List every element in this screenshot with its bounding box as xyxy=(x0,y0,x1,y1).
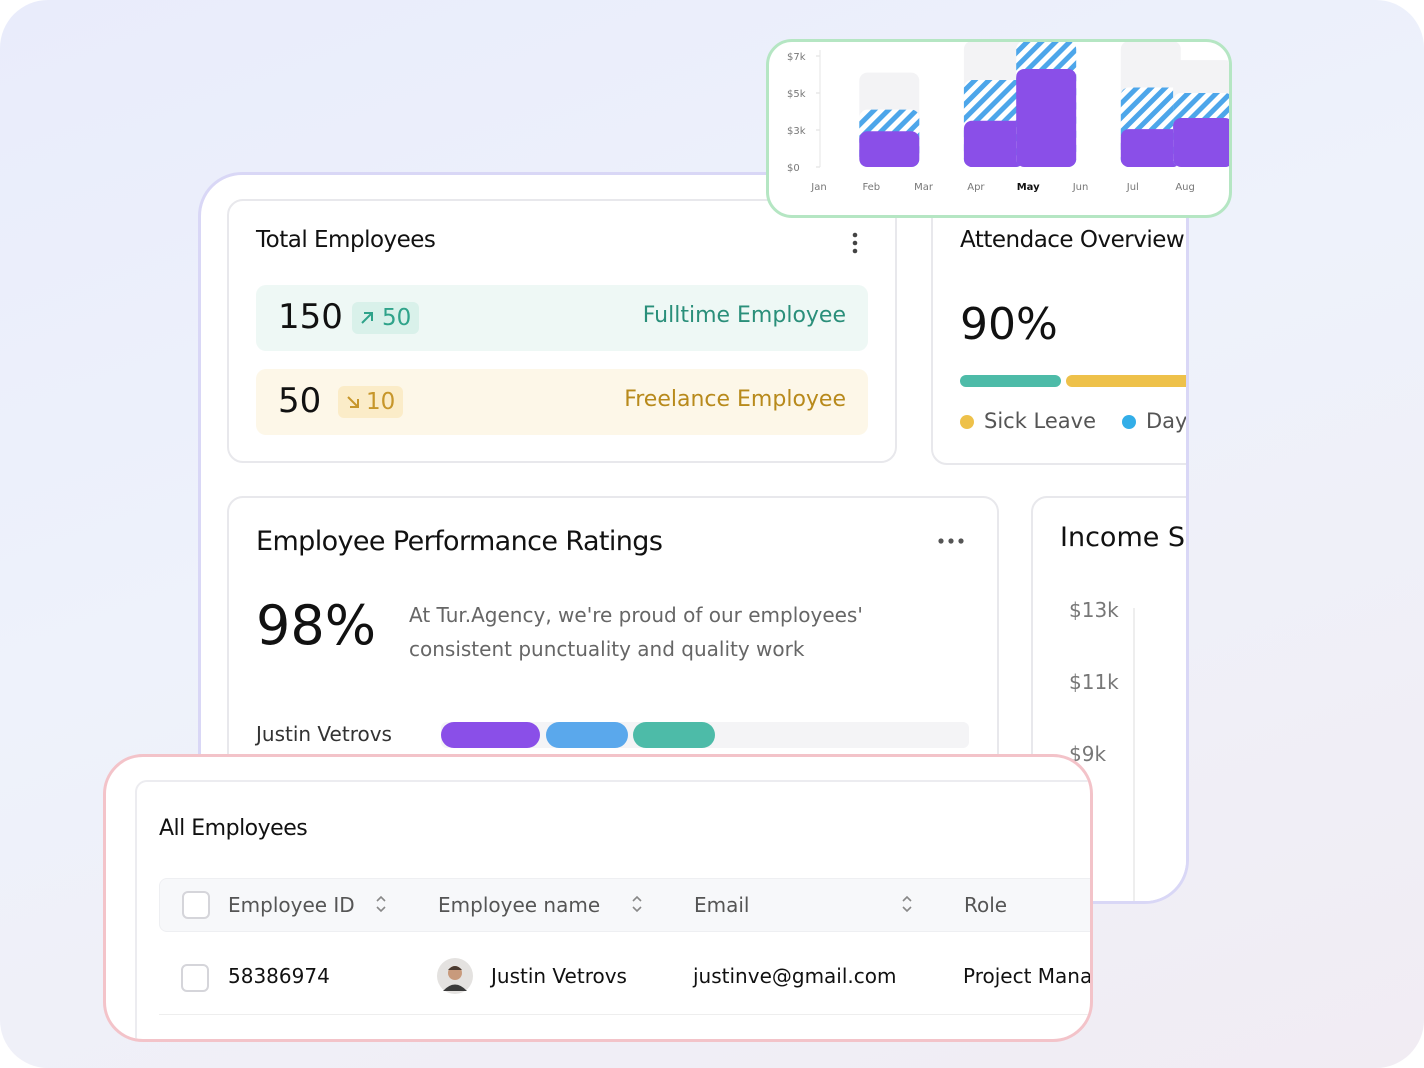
description-line: consistent punctuality and quality work xyxy=(409,637,805,661)
cell: Justin Vetrovs xyxy=(491,964,627,988)
fulltime-row: 150 50 Fulltime Employee xyxy=(256,285,868,351)
legend-item: Day xyxy=(1122,409,1188,433)
column-header[interactable]: Email xyxy=(694,893,750,917)
menu-icon[interactable] xyxy=(849,231,861,257)
bar-segment xyxy=(859,131,920,167)
y-tick-label: $7k xyxy=(787,52,806,63)
rating-value: 98% xyxy=(256,594,377,657)
card-title: Attendace Overview xyxy=(960,227,1185,253)
card-title: Employee Performance Ratings xyxy=(256,526,663,557)
progress-segment xyxy=(633,722,715,748)
legend-label: Sick Leave xyxy=(984,409,1097,433)
sort-icon[interactable] xyxy=(632,895,642,913)
legend-label: Day xyxy=(1146,409,1188,433)
legend-item: Sick Leave xyxy=(960,409,1096,433)
x-tick-label: Jan xyxy=(810,182,826,193)
y-tick-label: $11k xyxy=(1069,670,1119,694)
x-tick-label: Apr xyxy=(967,182,985,193)
bar-segment xyxy=(1016,68,1077,167)
count: 50 xyxy=(278,381,322,421)
description-line: At Tur.Agency, we're proud of our employ… xyxy=(409,603,863,627)
total-employees-card: Total Employees 150 50 Fulltime Employee… xyxy=(227,199,897,463)
card-title: All Employees xyxy=(159,816,308,841)
change-value: 50 xyxy=(382,305,412,331)
sort-icon[interactable] xyxy=(376,895,386,913)
progress-segment xyxy=(441,722,540,748)
bar-segment xyxy=(963,120,1024,167)
card-title: Income S xyxy=(1060,522,1186,553)
freelance-row: 50 10 Freelance Employee xyxy=(256,369,868,435)
change-value: 10 xyxy=(366,389,396,415)
employees-panel: All Employees Employee ID Employee name … xyxy=(103,754,1093,1042)
progress-segment xyxy=(1066,375,1186,387)
table-header: Employee ID Employee name Email Role xyxy=(159,878,1090,932)
bar-segment xyxy=(1173,117,1229,167)
y-tick-label: $5k xyxy=(787,89,806,100)
y-tick-label: $13k xyxy=(1069,598,1119,622)
cell: 58386974 xyxy=(228,964,330,988)
cell: justinve@gmail.com xyxy=(693,964,897,988)
sort-icon[interactable] xyxy=(902,895,912,913)
change-badge: 10 xyxy=(338,386,404,418)
progress-segment xyxy=(960,375,1061,387)
column-header[interactable]: Role xyxy=(964,893,1008,917)
cell: Project Mana xyxy=(963,964,1093,988)
x-tick-label: Aug xyxy=(1175,182,1195,193)
row-divider xyxy=(159,1014,1090,1015)
attendance-card: Attendace Overview 90% Sick Leave Day xyxy=(931,199,1188,465)
column-header[interactable]: Employee name xyxy=(438,893,601,917)
axis-line xyxy=(1133,608,1135,901)
count: 150 xyxy=(278,297,343,337)
avatar xyxy=(437,958,473,994)
x-tick-label: Feb xyxy=(862,182,880,193)
menu-icon[interactable] xyxy=(937,536,967,546)
checkbox[interactable] xyxy=(181,964,209,992)
row-label: Freelance Employee xyxy=(624,387,846,412)
row-label: Fulltime Employee xyxy=(642,303,846,328)
bar-segment xyxy=(1120,129,1181,167)
x-tick-label: Jul xyxy=(1126,182,1139,193)
card-title: Total Employees xyxy=(256,227,436,253)
x-tick-label: May xyxy=(1017,182,1040,193)
x-tick-label: Jun xyxy=(1072,182,1089,193)
progress-segment xyxy=(546,722,628,748)
description: At Tur.Agency, we're proud of our employ… xyxy=(409,598,863,666)
employees-card: All Employees Employee ID Employee name … xyxy=(135,780,1093,1039)
x-tick-label: Mar xyxy=(914,182,934,193)
y-tick-label: $3k xyxy=(787,126,806,137)
change-badge: 50 xyxy=(352,302,420,334)
employee-name: Justin Vetrovs xyxy=(256,722,392,746)
checkbox[interactable] xyxy=(182,891,210,919)
revenue-chart-card: $0 $3k $5k $7k Jan Feb Mar Apr May Jun Jul Aug xyxy=(766,39,1232,218)
chart: $0 $3k $5k $7k Jan Feb Mar Apr May Jun Jul Aug xyxy=(787,42,1229,193)
column-header[interactable]: Employee ID xyxy=(228,893,355,917)
y-tick-label: $0 xyxy=(787,163,800,174)
attendance-value: 90% xyxy=(960,299,1058,350)
